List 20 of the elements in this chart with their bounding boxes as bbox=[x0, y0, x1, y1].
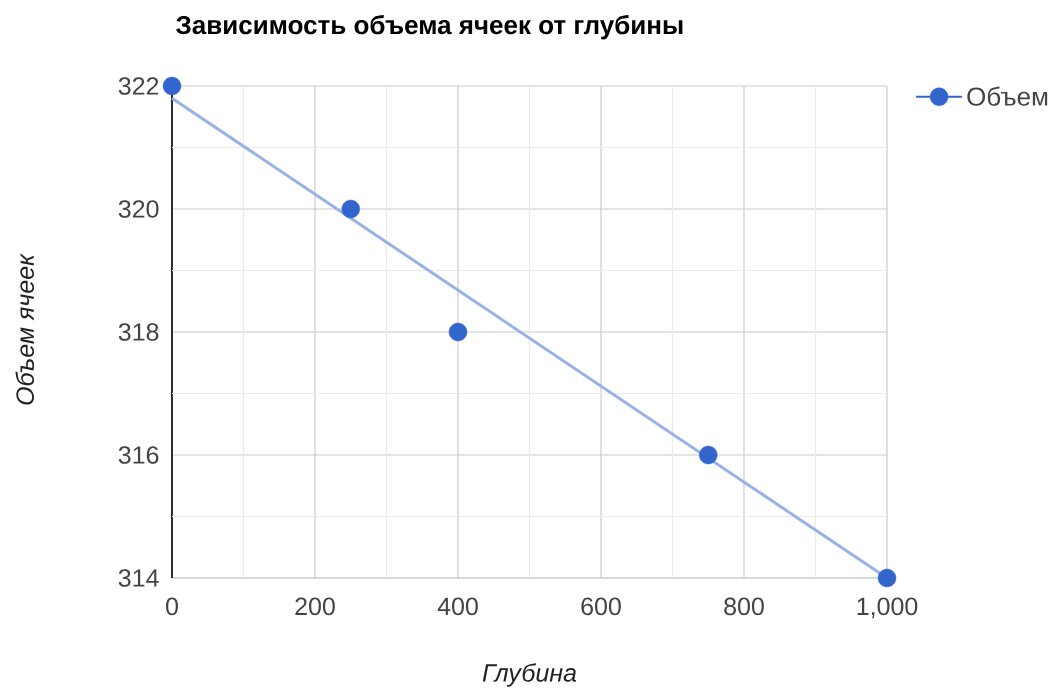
y-tick-label: 318 bbox=[118, 323, 159, 341]
point bbox=[699, 445, 718, 465]
y-tick-label: 322 bbox=[118, 77, 159, 95]
point bbox=[448, 322, 468, 342]
x-tick-label: 0 bbox=[166, 597, 178, 616]
chart-title: Зависимость объема ячеек от глубины bbox=[176, 14, 683, 40]
y-tick-label: 320 bbox=[118, 200, 159, 218]
x-tick-label: 400 bbox=[437, 597, 478, 616]
x-tick-label: 800 bbox=[724, 597, 764, 616]
x-tick-label: 1,000 bbox=[857, 597, 918, 619]
point bbox=[341, 199, 360, 219]
x-axis-title: Глубина bbox=[482, 663, 577, 687]
y-tick-label: 314 bbox=[118, 569, 159, 587]
x-tick-label: 200 bbox=[295, 597, 335, 616]
point bbox=[877, 568, 897, 588]
y-axis-title: Объем ячеек bbox=[15, 253, 35, 405]
x-tick-label: 600 bbox=[581, 597, 621, 616]
legend-label: Объем bbox=[967, 86, 1048, 106]
point bbox=[162, 76, 182, 96]
y-tick-label: 316 bbox=[118, 446, 159, 464]
